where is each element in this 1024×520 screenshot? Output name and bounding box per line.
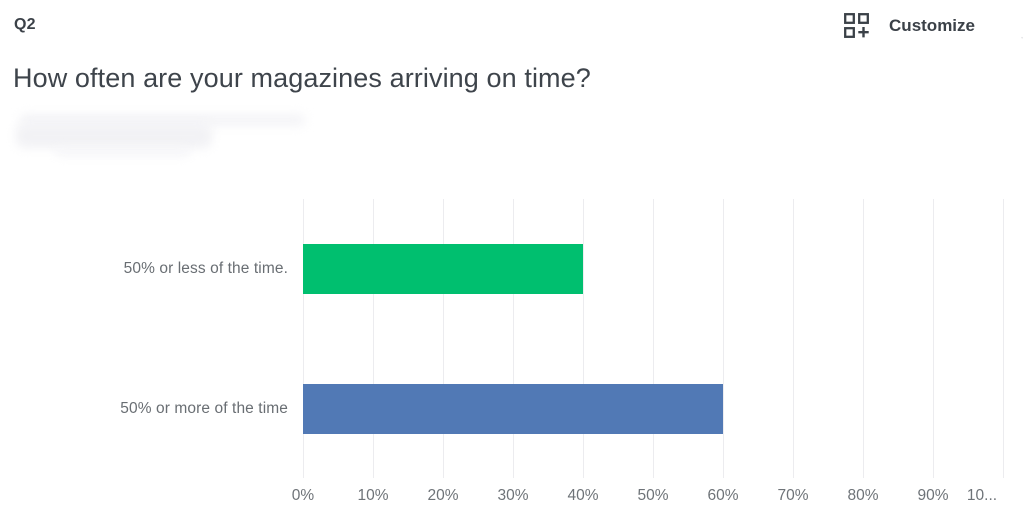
x-tick-label: 10% (357, 487, 389, 504)
x-tick-label: 0% (291, 487, 315, 504)
x-tick-label: 80% (847, 487, 879, 504)
gridline (303, 199, 304, 478)
x-tick-label: 70% (777, 487, 809, 504)
gridline (583, 199, 584, 478)
grid-plus-icon (843, 12, 870, 39)
x-tick-label: 90% (917, 487, 949, 504)
gridline (1003, 199, 1004, 478)
customize-button[interactable]: Customize (843, 12, 975, 39)
bar-50-or-more[interactable] (303, 384, 723, 434)
gridline (793, 199, 794, 478)
question-number: Q2 (14, 16, 36, 33)
gridline (723, 199, 724, 478)
customize-label: Customize (889, 15, 975, 35)
gridline (933, 199, 934, 478)
bar-50-or-less[interactable] (303, 244, 583, 294)
question-title: How often are your magazines arriving on… (13, 63, 591, 93)
gridline (863, 199, 864, 478)
x-tick-label: 10... (966, 487, 998, 504)
gridline (373, 199, 374, 478)
x-tick-label: 40% (567, 487, 599, 504)
gridline (443, 199, 444, 478)
category-label: 50% or more of the time (120, 400, 288, 417)
category-label: 50% or less of the time. (123, 260, 288, 277)
gridline (653, 199, 654, 478)
x-tick-label: 30% (497, 487, 529, 504)
x-tick-label: 50% (637, 487, 669, 504)
gridline (513, 199, 514, 478)
x-tick-label: 20% (427, 487, 459, 504)
x-tick-label: 60% (707, 487, 739, 504)
